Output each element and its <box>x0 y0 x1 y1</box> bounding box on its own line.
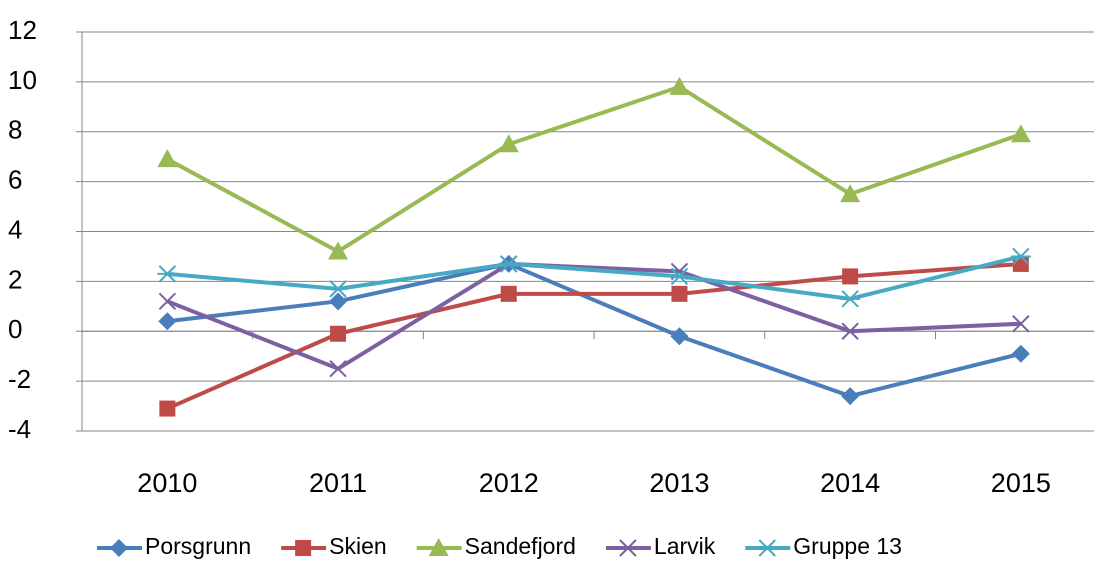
marker <box>295 540 312 556</box>
legend-item: Larvik <box>605 533 716 559</box>
marker <box>1010 124 1031 143</box>
marker <box>619 539 637 557</box>
series-line <box>166 84 1022 254</box>
legend-item: Skien <box>281 533 387 559</box>
y-tick-label: 10 <box>8 65 37 95</box>
marker <box>1011 344 1030 363</box>
legend-item: Porsgrunn <box>97 533 251 559</box>
y-tick-label: -4 <box>8 414 31 444</box>
x-tick-label: 2012 <box>479 468 539 498</box>
series-line <box>166 261 1021 371</box>
x-tick-label: 2014 <box>820 468 880 498</box>
marker <box>1010 247 1031 266</box>
x-tick-label: 2013 <box>649 468 709 498</box>
marker <box>500 285 517 302</box>
marker <box>158 312 177 331</box>
legend-label: Skien <box>329 533 387 559</box>
legend-label: Sandefjord <box>465 533 576 559</box>
marker <box>157 265 178 283</box>
marker <box>498 255 519 273</box>
series <box>157 76 1031 260</box>
y-tick-label: 4 <box>8 214 22 244</box>
series <box>157 247 1031 308</box>
y-tick-label: 6 <box>8 165 22 195</box>
marker <box>159 400 176 417</box>
y-tick-label: 12 <box>8 15 37 45</box>
marker <box>328 280 349 298</box>
y-tick-label: 0 <box>8 314 22 344</box>
marker <box>757 539 778 557</box>
y-tick-label: 8 <box>8 115 22 145</box>
series <box>159 255 1029 417</box>
marker <box>670 327 689 346</box>
x-tick-label: 2010 <box>137 468 197 498</box>
series <box>158 255 1030 378</box>
marker <box>110 539 128 557</box>
legend-label: Larvik <box>654 533 716 559</box>
marker <box>841 322 859 340</box>
y-tick-label: -2 <box>8 364 31 394</box>
y-tick-label: 2 <box>8 264 22 294</box>
marker <box>842 268 859 285</box>
series-line <box>167 254 1022 301</box>
marker <box>328 241 349 260</box>
marker <box>329 359 347 378</box>
marker <box>329 292 348 311</box>
legend-item: Gruppe 13 <box>745 533 902 559</box>
marker <box>841 387 860 406</box>
marker <box>157 149 178 168</box>
marker <box>498 134 519 153</box>
legend-label: Gruppe 13 <box>793 533 902 559</box>
marker <box>671 285 688 302</box>
legend-item: Sandefjord <box>416 533 576 559</box>
legend-label: Porsgrunn <box>145 533 251 559</box>
series-line <box>167 261 1022 399</box>
marker <box>330 325 347 342</box>
marker <box>158 292 177 311</box>
marker <box>1012 315 1030 333</box>
marker <box>840 290 861 308</box>
marker <box>669 267 690 286</box>
x-tick-label: 2015 <box>991 468 1051 498</box>
x-tick-label: 2011 <box>309 468 367 498</box>
marker <box>669 76 690 95</box>
marker <box>840 184 861 203</box>
series-line <box>166 261 1021 411</box>
marker <box>428 538 449 556</box>
